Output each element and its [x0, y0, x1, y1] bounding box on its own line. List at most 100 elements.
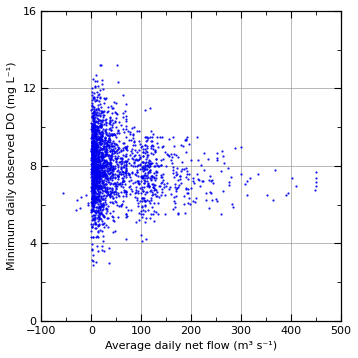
Point: [171, 151, 177, 157]
Point: [124, 101, 129, 107]
Point: [89, 102, 95, 108]
Point: [94, 170, 100, 175]
Point: [140, 207, 146, 213]
Point: [89, 208, 95, 214]
Point: [111, 164, 116, 170]
Point: [104, 139, 110, 145]
Point: [114, 147, 120, 153]
Point: [94, 174, 100, 180]
Point: [90, 168, 95, 173]
Point: [104, 132, 110, 138]
Point: [91, 108, 97, 114]
Point: [88, 157, 94, 163]
Point: [113, 156, 119, 162]
Point: [90, 175, 96, 181]
Point: [93, 112, 99, 118]
Point: [90, 257, 95, 263]
Point: [134, 157, 140, 163]
Point: [124, 214, 129, 220]
Point: [99, 180, 105, 185]
Point: [92, 184, 98, 190]
Point: [155, 211, 161, 217]
Point: [108, 161, 114, 166]
Point: [109, 187, 115, 192]
Point: [96, 143, 101, 149]
Point: [132, 142, 137, 147]
Point: [116, 128, 121, 134]
Point: [89, 192, 95, 198]
Point: [90, 180, 95, 186]
Point: [97, 149, 103, 155]
Point: [139, 184, 145, 190]
Point: [97, 145, 103, 151]
Point: [139, 159, 145, 165]
Point: [110, 170, 115, 175]
Point: [100, 179, 106, 185]
Point: [107, 125, 113, 131]
Point: [90, 208, 96, 213]
Point: [104, 184, 110, 190]
Point: [91, 158, 97, 163]
Point: [125, 143, 130, 149]
Point: [105, 142, 111, 147]
Point: [90, 195, 96, 200]
Point: [97, 158, 103, 163]
Point: [102, 148, 107, 154]
Point: [102, 185, 107, 191]
Point: [99, 146, 105, 152]
Point: [113, 135, 119, 140]
Point: [149, 174, 155, 179]
Point: [95, 145, 100, 151]
Point: [121, 178, 127, 184]
Point: [91, 110, 97, 115]
Point: [100, 109, 105, 115]
Point: [100, 117, 106, 123]
Point: [99, 134, 105, 139]
Point: [90, 154, 95, 160]
Point: [124, 211, 129, 217]
Point: [95, 185, 101, 191]
Point: [90, 140, 95, 145]
Point: [112, 198, 118, 204]
Point: [89, 155, 95, 160]
Point: [93, 151, 99, 156]
Point: [93, 146, 99, 152]
Point: [98, 62, 103, 68]
Point: [93, 204, 99, 209]
Point: [145, 162, 151, 168]
Point: [120, 175, 125, 180]
Point: [90, 123, 96, 129]
Point: [109, 131, 115, 137]
Point: [90, 216, 96, 222]
Point: [96, 149, 102, 155]
Point: [159, 179, 165, 185]
Point: [99, 172, 105, 178]
Point: [98, 108, 104, 113]
Point: [149, 173, 155, 179]
Point: [129, 125, 135, 131]
Point: [104, 175, 110, 181]
Point: [158, 162, 164, 168]
Point: [100, 170, 105, 176]
Point: [96, 92, 102, 97]
Point: [93, 106, 99, 111]
Point: [142, 170, 148, 176]
Point: [140, 168, 146, 174]
Point: [100, 162, 105, 168]
Point: [98, 175, 103, 181]
Point: [90, 187, 96, 193]
Point: [97, 137, 103, 143]
Point: [91, 184, 97, 190]
Point: [143, 236, 149, 242]
Point: [92, 190, 98, 196]
Point: [95, 179, 101, 185]
Point: [107, 165, 113, 171]
Point: [92, 129, 97, 135]
Point: [110, 181, 116, 187]
Point: [99, 171, 105, 177]
Point: [94, 199, 100, 204]
Point: [136, 203, 141, 209]
Point: [124, 124, 129, 129]
Point: [90, 184, 95, 190]
Point: [166, 136, 172, 142]
